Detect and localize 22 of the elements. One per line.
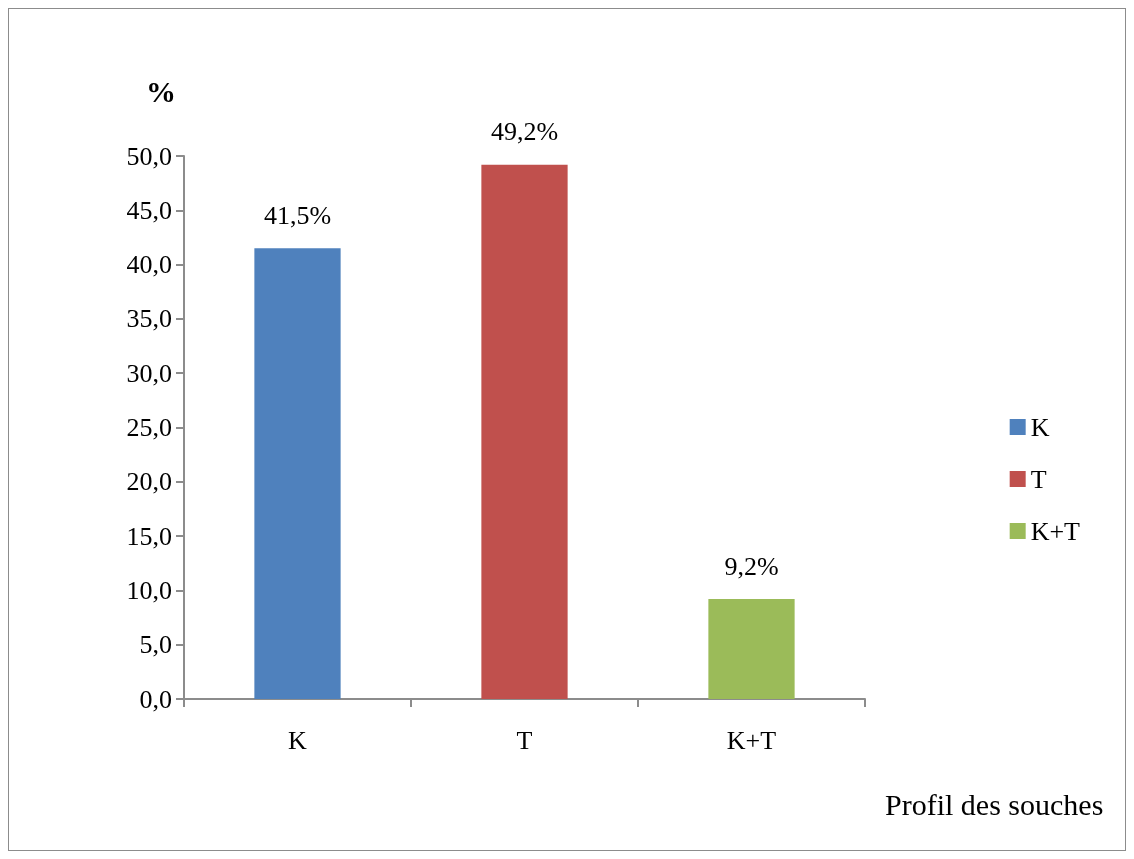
y-tick-label: 35,0 [126, 304, 172, 334]
data-label: 9,2% [724, 551, 779, 581]
y-tick-label: 45,0 [126, 195, 172, 225]
legend-label: K [1030, 412, 1050, 442]
y-tick-label: 20,0 [126, 467, 172, 497]
y-tick-label: 25,0 [126, 413, 172, 442]
y-tick-label: 50,0 [126, 141, 172, 171]
legend-label: T [1030, 464, 1047, 494]
x-axis-title: Profil des souches [885, 787, 1104, 821]
x-tick-label: K [288, 725, 308, 755]
y-tick-label: 5,0 [139, 630, 172, 660]
y-axis-title: % [146, 74, 176, 108]
legend-label: K+T [1030, 516, 1081, 546]
data-label: 49,2% [490, 117, 559, 147]
data-label: 41,5% [263, 200, 332, 230]
y-tick-label: 15,0 [126, 521, 172, 551]
y-tick-label: 30,0 [126, 358, 172, 388]
y-tick-label: 10,0 [126, 575, 172, 605]
x-tick-label: T [516, 725, 533, 755]
y-tick-label: 40,0 [126, 250, 172, 280]
y-tick-label: 0,0 [139, 684, 172, 714]
x-tick-label: K+T [726, 725, 777, 755]
